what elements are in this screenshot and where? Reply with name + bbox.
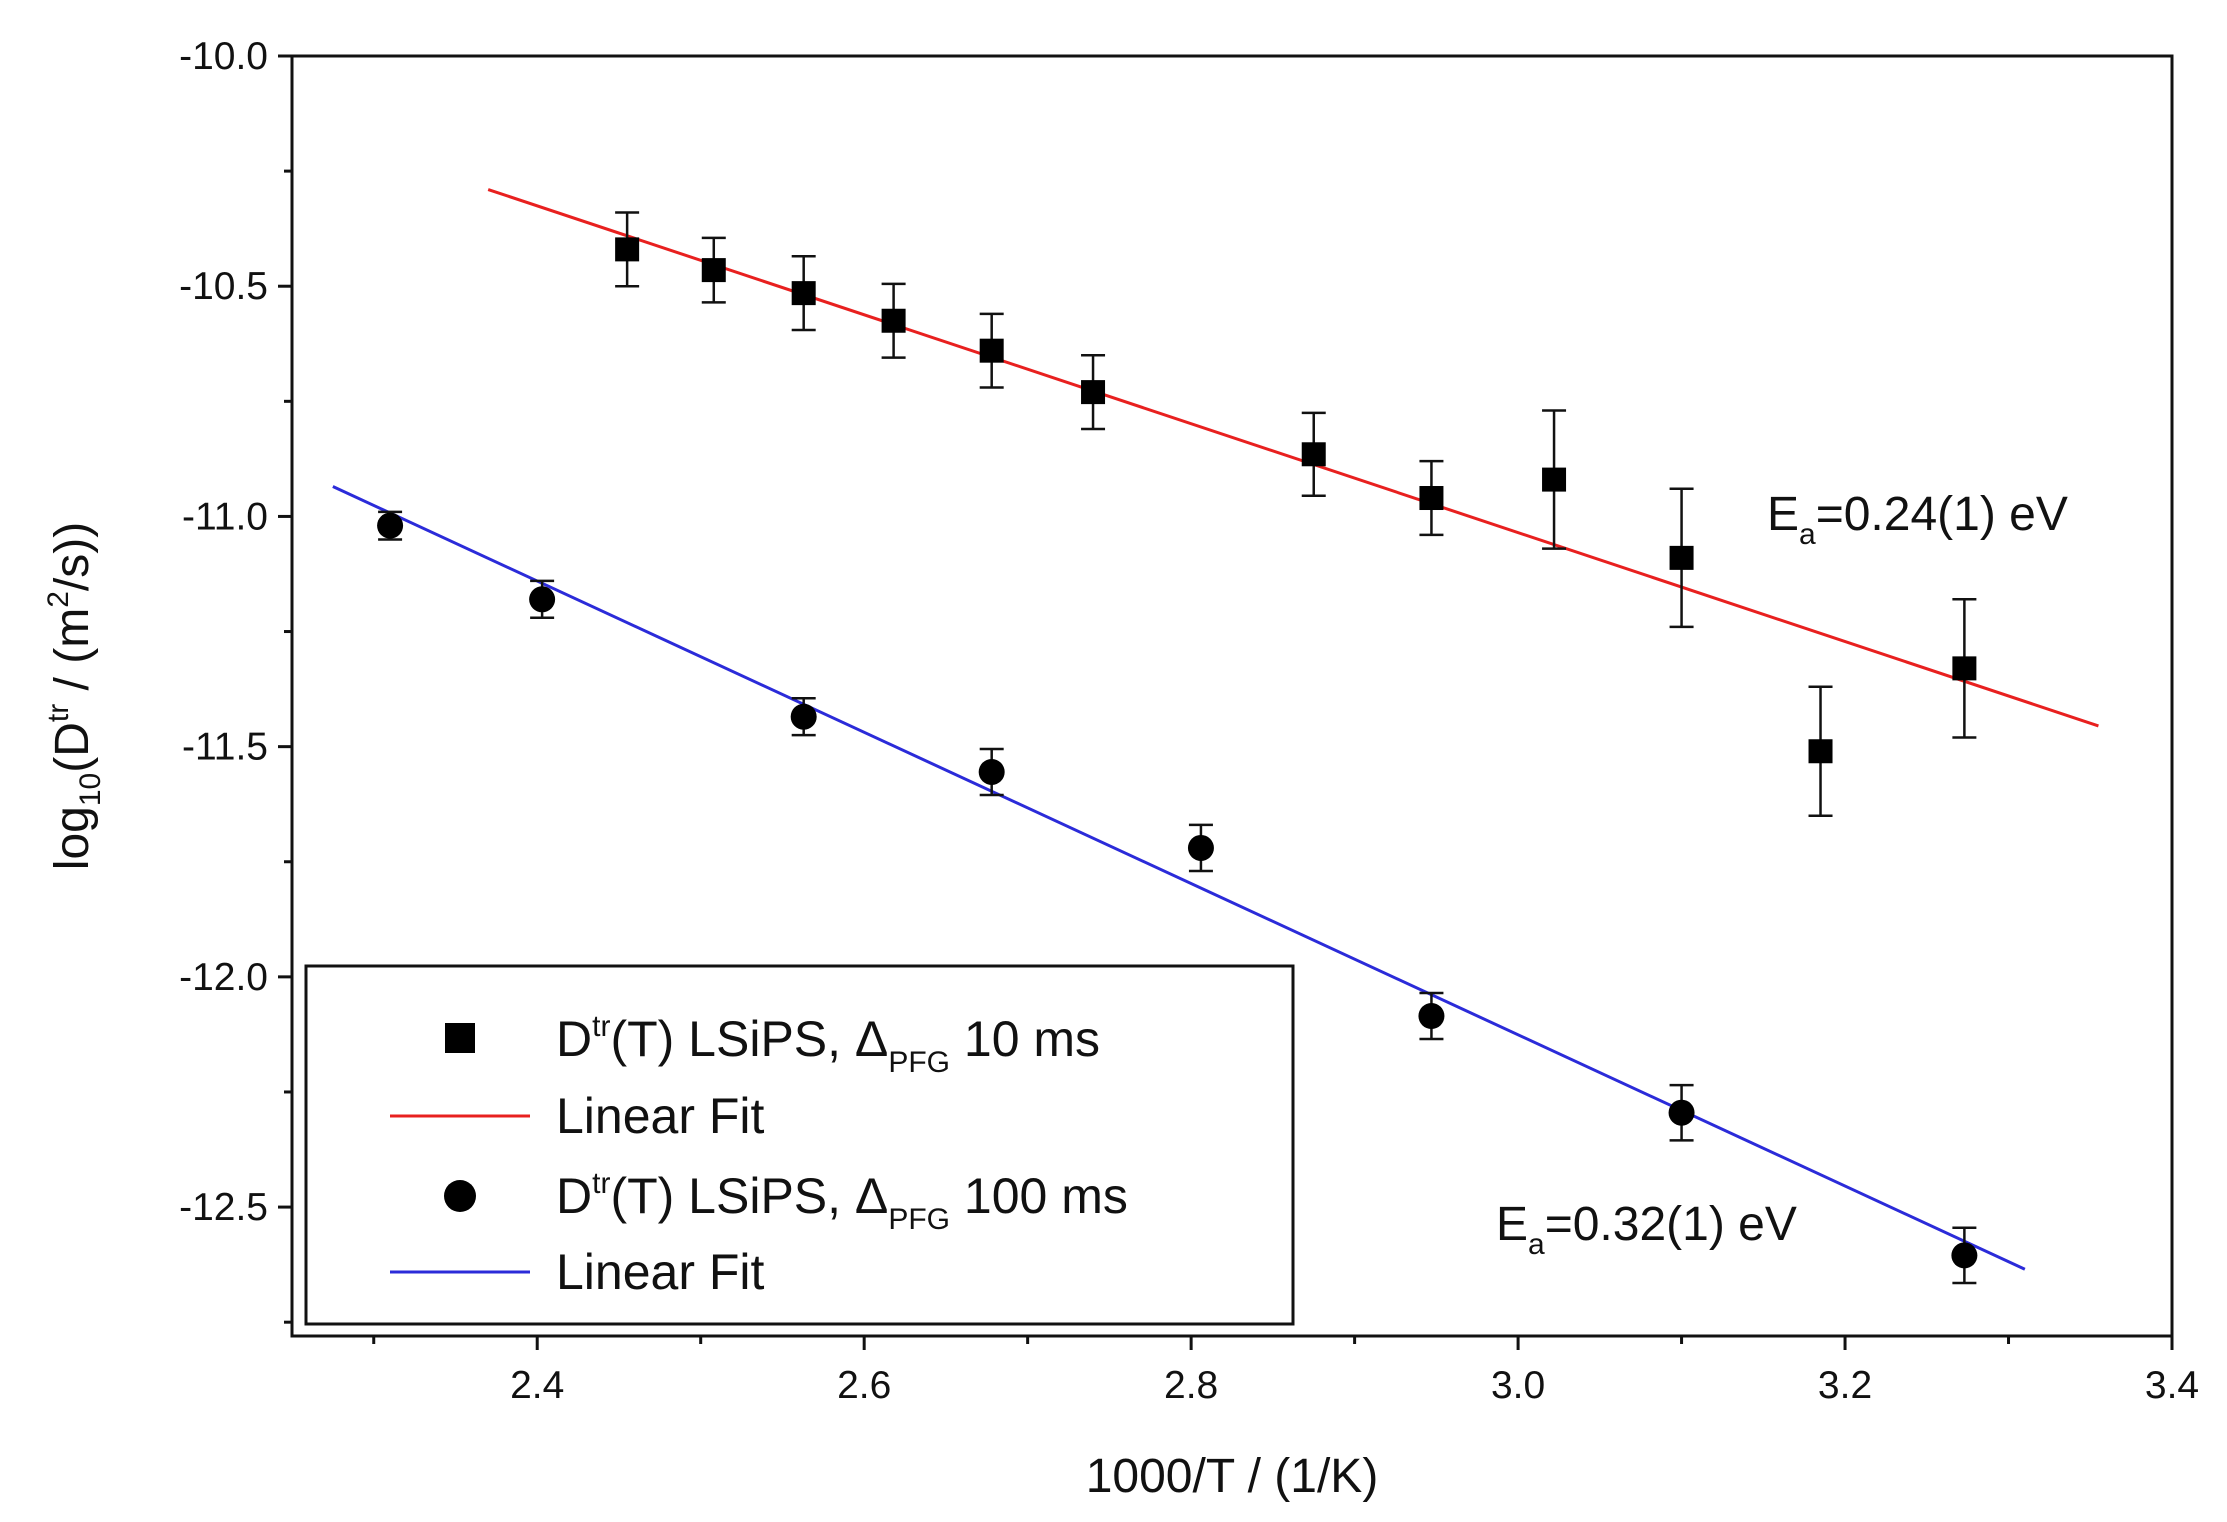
data-point-square <box>881 282 906 359</box>
x-tick-label: 2.4 <box>510 1364 564 1407</box>
data-point-square <box>1952 598 1977 739</box>
data-point-square <box>615 211 640 288</box>
data-point-square <box>1669 487 1694 629</box>
y-tick-label: -12.0 <box>179 956 268 999</box>
y-axis-title: log10(Dtr / (m2/s)) <box>42 522 107 870</box>
circle-marker <box>1668 1099 1695 1126</box>
y-tick-label: -11.0 <box>182 495 268 538</box>
circle-marker <box>978 758 1005 785</box>
y-tick-label: -10.0 <box>179 35 268 78</box>
legend-marker-circle <box>444 1180 476 1212</box>
data-point-circle <box>529 579 556 619</box>
square-marker <box>1669 545 1694 570</box>
tick-layer: 2.4 2.6 2.8 3.0 3.2 3.4 -10.0 -10.5 -11.0 -11.5 -1… <box>179 35 2199 1407</box>
data-point-square <box>1542 409 1567 550</box>
x-tick-label: 3.2 <box>1818 1364 1872 1407</box>
data-point-circle <box>1418 991 1445 1041</box>
square-marker <box>1419 486 1444 511</box>
plot-frame <box>290 54 2174 1338</box>
data-point-square <box>979 312 1004 389</box>
annotation-ea-top: Ea=0.24(1) eV <box>1767 488 2068 551</box>
data-point-square <box>791 255 816 332</box>
data-point-circle <box>377 510 404 541</box>
circle-marker <box>1418 1003 1445 1029</box>
x-tick-label: 2.8 <box>1164 1364 1218 1407</box>
square-marker <box>791 281 816 306</box>
y-tick-label: -12.5 <box>179 1186 268 1229</box>
circle-marker <box>1951 1242 1978 1269</box>
square-marker <box>1542 467 1567 492</box>
square-marker <box>1952 656 1977 681</box>
legend-label-fit-1: Linear Fit <box>556 1088 765 1144</box>
legend-label-fit-2: Linear Fit <box>556 1244 765 1300</box>
legend: Dtr(T) LSiPS, ΔPFG 10 ms Linear Fit Dtr(… <box>304 964 1295 1326</box>
data-point-square <box>1808 685 1833 817</box>
data-point-circle <box>1187 823 1214 873</box>
x-tick-label: 2.6 <box>837 1364 891 1407</box>
data-point-circle <box>790 697 817 737</box>
fit-line-3 <box>332 485 2026 1271</box>
fit-lines <box>332 188 2099 1271</box>
data-point-circle <box>1951 1226 1978 1285</box>
square-marker <box>701 258 726 283</box>
square-marker <box>615 237 640 262</box>
x-tick-label: 3.4 <box>2145 1364 2199 1407</box>
annotation-ea-bottom: Ea=0.32(1) eV <box>1496 1198 1797 1261</box>
fit-line-1 <box>487 188 2099 728</box>
data-point-square <box>701 236 726 304</box>
square-marker <box>979 338 1004 363</box>
circle-marker <box>790 703 817 730</box>
data-points <box>377 211 1978 1285</box>
square-marker <box>1808 739 1833 764</box>
legend-label-10ms: Dtr(T) LSiPS, ΔPFG 10 ms <box>556 1010 1100 1079</box>
square-marker <box>1081 380 1106 405</box>
circle-marker <box>529 586 556 613</box>
data-point-square <box>1301 411 1326 497</box>
data-point-circle <box>978 747 1005 797</box>
data-point-square <box>1419 459 1444 537</box>
circle-marker <box>1187 834 1214 861</box>
square-marker <box>1301 442 1326 467</box>
y-tick-label: -11.5 <box>182 726 268 769</box>
square-marker <box>881 308 906 333</box>
legend-label-100ms: Dtr(T) LSiPS, ΔPFG 100 ms <box>556 1167 1128 1236</box>
circle-marker <box>377 512 404 539</box>
data-point-square <box>1081 354 1106 431</box>
legend-marker-square <box>445 1023 475 1053</box>
x-axis-title: 1000/T / (1/K) <box>1086 1450 1379 1503</box>
y-tick-label: -10.5 <box>179 265 268 308</box>
x-tick-label: 3.0 <box>1491 1364 1545 1407</box>
data-point-circle <box>1668 1083 1695 1142</box>
